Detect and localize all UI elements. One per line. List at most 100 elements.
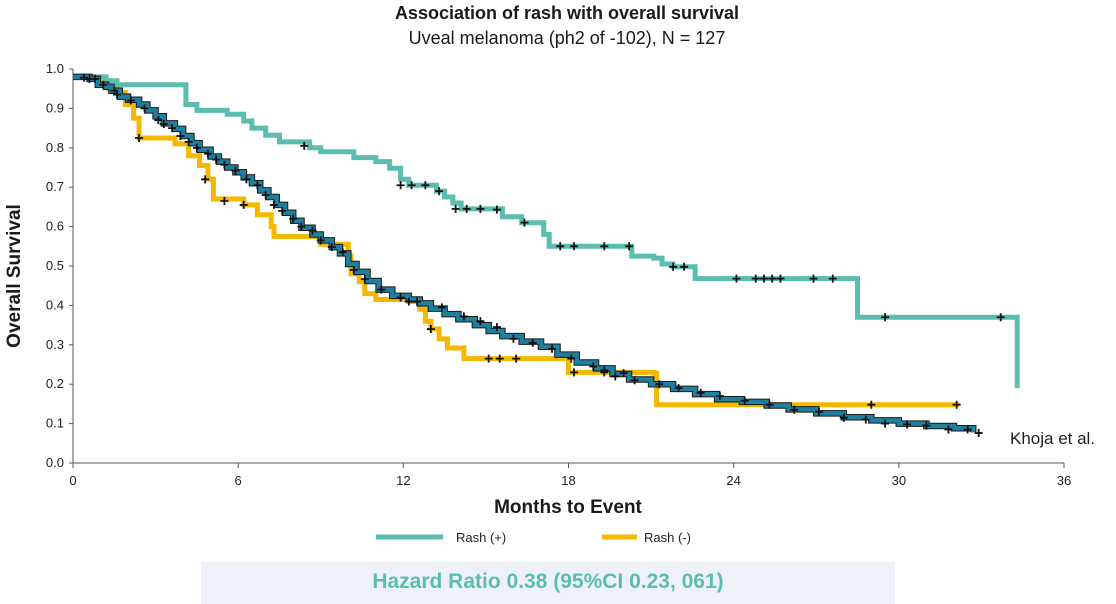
censor-mark bbox=[404, 297, 413, 306]
censor-mark bbox=[212, 155, 221, 164]
censor-mark bbox=[669, 262, 678, 271]
x-ticks: 0 6 12 18 24 30 36 bbox=[69, 463, 1071, 488]
censor-mark bbox=[520, 218, 529, 227]
censor-mark bbox=[611, 372, 620, 381]
censor-mark bbox=[421, 181, 430, 190]
censor-mark bbox=[297, 222, 306, 231]
censor-mark bbox=[184, 137, 193, 146]
censor-mark bbox=[732, 274, 741, 283]
censor-mark bbox=[261, 191, 270, 200]
x-tick-label: 24 bbox=[726, 473, 740, 488]
censor-mark bbox=[861, 415, 870, 424]
censor-mark bbox=[952, 400, 961, 409]
censor-mark bbox=[815, 407, 824, 416]
censor-mark bbox=[600, 366, 609, 375]
censor-mark bbox=[619, 369, 628, 378]
censor-mark bbox=[903, 420, 912, 429]
censor-mark bbox=[674, 384, 683, 393]
censor-mark bbox=[140, 104, 149, 113]
censor-mark bbox=[278, 206, 287, 215]
censor-mark bbox=[308, 226, 317, 235]
censor-mark bbox=[922, 421, 931, 430]
censor-mark bbox=[231, 166, 240, 175]
censor-mark bbox=[476, 317, 485, 326]
x-tick-label: 0 bbox=[69, 473, 76, 488]
censor-mark bbox=[528, 338, 537, 347]
censor-mark bbox=[589, 362, 598, 371]
censor-mark bbox=[338, 248, 347, 257]
censor-mark bbox=[176, 131, 185, 140]
x-tick-label: 18 bbox=[561, 473, 575, 488]
censor-mark bbox=[201, 175, 210, 184]
legend: Rash (+) Rash (-) bbox=[376, 530, 691, 545]
citation-annotation: Khoja et al. bbox=[1010, 429, 1095, 448]
censor-mark bbox=[492, 323, 501, 332]
y-tick-label: 0.6 bbox=[46, 219, 64, 234]
censor-mark bbox=[349, 265, 358, 274]
censor-mark bbox=[567, 354, 576, 363]
censor-mark bbox=[570, 368, 579, 377]
censor-mark bbox=[327, 243, 336, 252]
censor-mark bbox=[80, 73, 89, 82]
censor-mark bbox=[776, 274, 785, 283]
x-tick-label: 30 bbox=[892, 473, 906, 488]
censor-mark bbox=[790, 405, 799, 414]
censor-mark bbox=[867, 400, 876, 409]
censor-mark bbox=[625, 242, 634, 251]
censor-mark bbox=[696, 388, 705, 397]
censor-mark bbox=[360, 275, 369, 284]
x-tick-label: 36 bbox=[1057, 473, 1071, 488]
censor-mark bbox=[192, 143, 201, 152]
censor-mark bbox=[492, 205, 501, 214]
censor-mark bbox=[963, 425, 972, 434]
y-tick-label: 0.7 bbox=[46, 179, 64, 194]
censor-mark bbox=[220, 196, 229, 205]
censor-mark bbox=[135, 133, 144, 142]
y-ticks: 0.0 0.1 0.2 0.3 0.4 0.5 0.6 0.7 0.8 0.9 1.0 bbox=[46, 61, 73, 470]
censor-mark bbox=[974, 429, 983, 438]
censor-mark bbox=[765, 400, 774, 409]
censor-mark bbox=[437, 303, 446, 312]
censor-mark bbox=[396, 293, 405, 302]
censor-mark bbox=[220, 160, 229, 169]
censor-mark bbox=[126, 96, 135, 105]
censor-mark bbox=[655, 380, 664, 389]
censor-mark bbox=[110, 86, 119, 95]
censor-mark bbox=[413, 297, 422, 306]
chart-subtitle: Uveal melanoma (ph2 of -102), N = 127 bbox=[409, 28, 726, 48]
censor-mark bbox=[570, 242, 579, 251]
y-axis-title: Overall Survival bbox=[4, 204, 25, 348]
censor-mark bbox=[435, 187, 444, 196]
censor-mark bbox=[242, 175, 251, 184]
censor-mark bbox=[740, 396, 749, 405]
censor-mark bbox=[99, 80, 108, 89]
censor-mark bbox=[426, 325, 435, 334]
censor-mark bbox=[768, 274, 777, 283]
censor-mark bbox=[462, 204, 471, 213]
censor-mark bbox=[547, 344, 556, 353]
chart-title: Association of rash with overall surviva… bbox=[395, 3, 739, 23]
censor-mark bbox=[396, 181, 405, 190]
series-line-overall-outline bbox=[73, 73, 977, 433]
series-line-overall bbox=[73, 74, 976, 433]
censor-mark bbox=[751, 274, 760, 283]
censor-mark bbox=[451, 204, 460, 213]
censor-mark bbox=[944, 425, 953, 434]
censor-mark bbox=[407, 181, 416, 190]
y-tick-label: 0.2 bbox=[46, 376, 64, 391]
legend-label-rash-negative: Rash (-) bbox=[644, 530, 691, 545]
x-tick-label: 12 bbox=[396, 473, 410, 488]
censor-mark bbox=[484, 354, 493, 363]
censor-mark bbox=[377, 285, 386, 294]
x-tick-label: 6 bbox=[235, 473, 242, 488]
y-tick-label: 0.3 bbox=[46, 337, 64, 352]
censor-mark bbox=[168, 124, 177, 133]
y-tick-label: 0.1 bbox=[46, 416, 64, 431]
censor-mark bbox=[269, 200, 278, 209]
censor-mark bbox=[316, 236, 325, 245]
y-tick-label: 0.9 bbox=[46, 100, 64, 115]
censor-mark bbox=[154, 116, 163, 125]
hazard-ratio-text: Hazard Ratio 0.38 (95%CI 0.23, 061) bbox=[372, 570, 724, 593]
x-axis-title: Months to Event bbox=[494, 497, 642, 518]
